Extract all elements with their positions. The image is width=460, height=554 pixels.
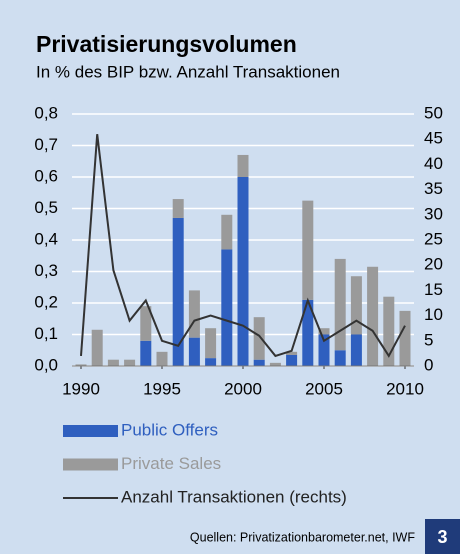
y-tick-label: 0,7: [34, 135, 58, 154]
bar: [107, 359, 119, 366]
bar: [91, 329, 103, 366]
y2-tick-label: 40: [424, 154, 443, 173]
x-tick-label: 2000: [224, 379, 262, 398]
y-tick-label: 0,0: [34, 355, 58, 374]
source: Quellen: Privatizationbarometer.net, IWF: [190, 530, 415, 544]
bar: [172, 199, 184, 218]
x-tick-label: 1990: [62, 379, 100, 398]
bar: [286, 354, 298, 366]
bar: [221, 214, 233, 250]
legend-swatch: [63, 425, 118, 437]
chart-subtitle: In % des BIP bzw. Anzahl Transaktionen: [36, 62, 340, 81]
y-tick-label: 0,5: [34, 198, 58, 217]
legend-label: Private Sales: [121, 454, 221, 473]
x-tick-label: 2005: [305, 379, 343, 398]
bar: [286, 351, 298, 355]
bar: [350, 276, 362, 335]
bar: [367, 266, 379, 366]
legend-swatch: [63, 458, 118, 471]
bar: [188, 337, 200, 366]
page-number: 3: [437, 527, 447, 547]
y2-tick-label: 45: [424, 129, 443, 148]
chart-title: Privatisierungsvolumen: [36, 31, 297, 57]
y2-tick-label: 10: [424, 305, 443, 324]
legend-label: Anzahl Transaktionen (rechts): [121, 487, 347, 506]
x-tick-label: 1995: [143, 379, 181, 398]
bar: [318, 328, 330, 335]
page-badge: [425, 519, 460, 554]
y2-tick-label: 15: [424, 280, 443, 299]
bar: [253, 359, 265, 366]
bar: [334, 258, 346, 351]
y2-tick-label: 0: [424, 355, 433, 374]
y2-tick-label: 35: [424, 179, 443, 198]
bar: [205, 328, 217, 359]
bar: [124, 359, 136, 366]
bar: [350, 334, 362, 366]
bar: [237, 154, 249, 177]
bar: [383, 296, 395, 366]
bar: [318, 334, 330, 366]
bar: [140, 306, 152, 341]
bar: [253, 317, 265, 360]
legend-label: Public Offers: [121, 420, 218, 439]
bar: [140, 340, 152, 366]
y2-tick-label: 20: [424, 255, 443, 274]
bar: [269, 362, 281, 366]
y-tick-label: 0,2: [34, 292, 58, 311]
bar: [399, 310, 411, 366]
y2-tick-label: 5: [424, 330, 433, 349]
line: [80, 134, 406, 358]
bar: [156, 351, 168, 366]
bar: [205, 358, 217, 366]
y-tick-label: 0,1: [34, 324, 58, 343]
y2-tick-label: 50: [424, 103, 443, 122]
y-tick-label: 0,6: [34, 166, 58, 185]
y-tick-label: 0,3: [34, 261, 58, 280]
bar: [75, 364, 87, 366]
bar: [188, 290, 200, 338]
bar: [221, 249, 233, 366]
bar: [172, 217, 184, 366]
y-tick-label: 0,4: [34, 229, 58, 248]
y2-tick-label: 25: [424, 229, 443, 248]
x-tick-label: 2010: [386, 379, 424, 398]
bar: [237, 177, 249, 366]
bar: [302, 299, 314, 366]
bar: [334, 350, 346, 366]
y-tick-label: 0,8: [34, 103, 58, 122]
y2-tick-label: 30: [424, 204, 443, 223]
bar: [302, 200, 314, 300]
